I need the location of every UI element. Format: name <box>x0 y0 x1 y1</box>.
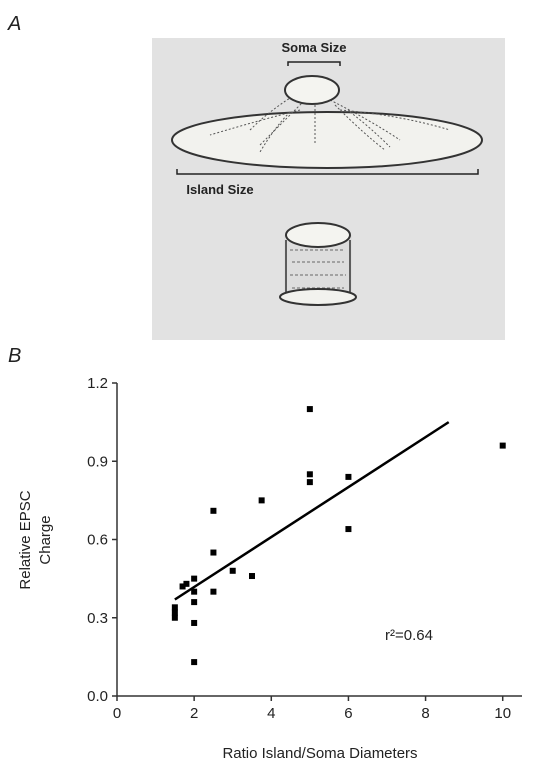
x-tick-label: 2 <box>190 705 198 722</box>
soma-label: Soma Size <box>281 40 346 55</box>
point <box>191 599 198 606</box>
point <box>210 549 217 556</box>
x-axis-label: Ratio Island/Soma Diameters <box>222 745 417 762</box>
x-tick-label: 4 <box>267 705 275 722</box>
y-axis-label: Charge <box>37 515 54 564</box>
micro-base <box>279 288 357 306</box>
x-tick-label: 6 <box>344 705 352 722</box>
point <box>210 588 217 595</box>
island <box>171 111 483 169</box>
panel-label: A <box>7 13 21 35</box>
fit-line <box>174 421 450 601</box>
annotation: r²=0.64 <box>385 627 433 644</box>
point <box>258 497 265 504</box>
point <box>171 604 178 611</box>
point <box>306 406 313 413</box>
y-tick-label: 0.3 <box>87 610 108 627</box>
y-tick-label: 1.2 <box>87 375 108 392</box>
island-bracket <box>176 169 479 175</box>
point <box>191 588 198 595</box>
panel-label: B <box>8 345 21 367</box>
point <box>171 609 178 616</box>
y-tick-label: 0.0 <box>87 688 108 705</box>
y-tick-label: 0.9 <box>87 453 108 470</box>
point <box>191 659 198 666</box>
point <box>179 583 186 590</box>
x-tick-label: 8 <box>421 705 429 722</box>
x-tick-label: 0 <box>113 705 121 722</box>
y-axis-label: Relative EPSC <box>17 490 34 589</box>
micro-soma <box>285 222 351 248</box>
soma <box>284 75 340 105</box>
x-tick-label: 10 <box>494 705 511 722</box>
point <box>345 473 352 480</box>
micro-sides <box>285 240 351 297</box>
point <box>306 479 313 486</box>
micro-texture <box>290 249 346 289</box>
point <box>171 614 178 621</box>
point <box>345 526 352 533</box>
point <box>229 567 236 574</box>
point <box>249 573 255 580</box>
dendrites <box>209 94 451 153</box>
point <box>306 471 313 478</box>
point <box>183 580 190 587</box>
illustration: Soma Size Island Size <box>152 38 505 340</box>
point <box>191 575 198 582</box>
point <box>499 442 506 449</box>
island-label: Island Size <box>186 182 253 197</box>
soma-bracket <box>287 61 341 66</box>
y-tick-label: 0.6 <box>87 532 108 549</box>
point <box>191 619 198 626</box>
point <box>210 507 217 514</box>
